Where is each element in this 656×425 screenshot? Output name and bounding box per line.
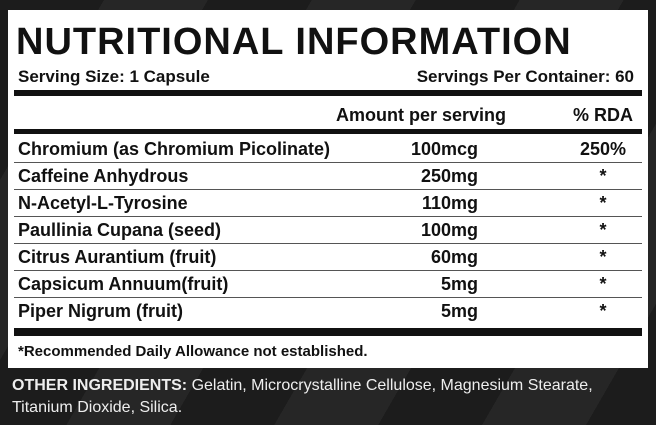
ingredient: Chromium (as Chromium Picolinate) xyxy=(18,139,331,159)
row-rule xyxy=(14,189,642,190)
amount: 100mg xyxy=(420,220,478,240)
row-rule xyxy=(14,297,642,298)
rda: * xyxy=(599,274,607,294)
rda: * xyxy=(599,247,607,267)
header: % RDA xyxy=(572,105,633,125)
amount: 250mg xyxy=(420,166,478,186)
rda: * xyxy=(599,301,607,321)
serving-size: Serving Size: 1 Capsule xyxy=(18,67,210,86)
rda: * xyxy=(599,166,607,186)
amount: 110mg xyxy=(421,193,478,213)
divider xyxy=(14,328,642,336)
nutrition-label: NUTRITIONAL INFORMATION Serving Size: 1 … xyxy=(8,10,648,368)
rda: * xyxy=(599,220,607,240)
row-rule xyxy=(14,216,642,217)
table-row: Caffeine Anhydrous 250mg * xyxy=(8,163,648,190)
rda: * xyxy=(599,193,607,213)
ingredient: Piper Nigrum (fruit) xyxy=(18,301,183,321)
ingredient: N-Acetyl-L-Tyrosine xyxy=(18,193,188,213)
divider xyxy=(14,90,642,96)
other-label: OTHER INGREDIENTS: xyxy=(12,377,188,394)
amount: 5mg xyxy=(440,274,478,294)
table-row: N-Acetyl-L-Tyrosine 110mg * xyxy=(8,190,648,217)
table-row: Piper Nigrum (fruit) 5mg * xyxy=(8,298,648,325)
ingredient: Caffeine Anhydrous xyxy=(18,166,189,186)
footnote: *Recommended Daily Allowance not establi… xyxy=(18,343,368,360)
table-row: Capsicum Annuum(fruit) 5mg * xyxy=(8,271,648,298)
table-row: Chromium (as Chromium Picolinate) 100mcg 2… xyxy=(8,136,648,163)
ingredient: Paullinia Cupana (seed) xyxy=(18,220,222,240)
other-text: Gelatin, Microcrystalline Cellulose, Mag… xyxy=(12,377,593,416)
amount: 100mcg xyxy=(410,139,478,159)
ingredient: Capsicum Annuum(fruit) xyxy=(18,274,229,294)
divider xyxy=(14,129,642,134)
header-row: Amount per serving % RDA xyxy=(8,102,648,129)
table-row: Citrus Aurantium (fruit) 60mg * xyxy=(8,244,648,271)
ingredient: Citrus Aurantium (fruit) xyxy=(18,247,217,267)
row-rule xyxy=(14,270,642,271)
header: Amount per serving xyxy=(335,105,506,125)
table-row: Paullinia Cupana (seed) 100mg * xyxy=(8,217,648,244)
servings-per-container: Servings Per Container: 60 xyxy=(416,67,634,86)
amount: 60mg xyxy=(430,247,478,267)
title: NUTRITIONAL INFORMATION xyxy=(16,21,572,63)
row-rule xyxy=(14,243,642,244)
amount: 5mg xyxy=(440,301,478,321)
rda: 250% xyxy=(579,139,627,159)
other-ingredients: OTHER INGREDIENTS: Gelatin, Microcrystal… xyxy=(12,375,642,419)
row-rule xyxy=(14,162,642,163)
